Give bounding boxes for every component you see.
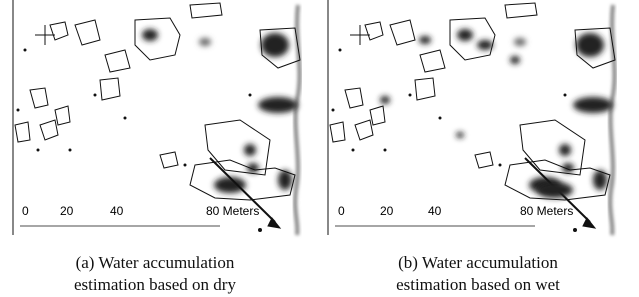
caption-a: (a) Water accumulation estimation based …	[20, 252, 290, 296]
scale-label: 20	[60, 204, 74, 218]
map-panel-b	[328, 0, 615, 235]
scale-label: 20	[380, 204, 394, 218]
scale-label: 80 Meters	[206, 204, 259, 218]
scale-label: 40	[428, 204, 442, 218]
scale-label: 0	[338, 204, 345, 218]
caption-line: estimation based on dry	[20, 274, 290, 296]
scale-label: 80 Meters	[520, 204, 573, 218]
figure: 0 20 40 80 Meters 0 20 40 80 Meters (a) …	[0, 0, 639, 297]
map-panel-a	[13, 0, 300, 235]
caption-line: estimation based on wet	[348, 274, 608, 296]
maps: 0 20 40 80 Meters 0 20 40 80 Meters	[0, 0, 639, 240]
scale-label: 40	[110, 204, 124, 218]
caption-line: (a) Water accumulation	[20, 252, 290, 274]
caption-line: (b) Water accumulation	[348, 252, 608, 274]
caption-b: (b) Water accumulation estimation based …	[348, 252, 608, 296]
scale-label: 0	[22, 204, 29, 218]
